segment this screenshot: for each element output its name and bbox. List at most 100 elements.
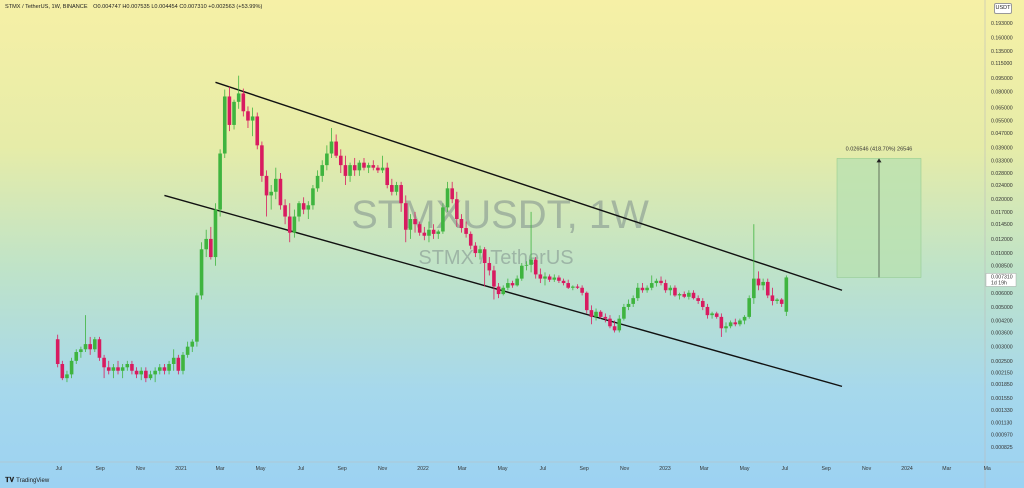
y-tick-label: 0.001850: [991, 382, 1013, 388]
candle-body: [566, 283, 570, 288]
candle-body: [130, 364, 134, 371]
candle-body: [752, 278, 756, 299]
candle-body: [482, 249, 487, 264]
candle-body: [524, 264, 529, 266]
candle-body: [673, 287, 677, 296]
candle-body: [696, 298, 700, 301]
x-tick-label: Nov: [378, 466, 388, 472]
x-tick-label: 2023: [659, 466, 671, 472]
candle-body: [255, 116, 260, 146]
candle-body: [362, 162, 366, 168]
candle-body: [88, 344, 92, 350]
candle-body: [617, 318, 622, 331]
candle-body: [547, 276, 552, 280]
candle-body: [515, 278, 519, 286]
y-tick-label: 0.006000: [991, 291, 1013, 297]
candle-body: [60, 364, 65, 379]
x-tick-label: May: [498, 466, 508, 472]
candle-body: [399, 185, 403, 204]
candle-body: [139, 370, 144, 375]
y-tick-label: 0.004200: [991, 319, 1013, 325]
candle-body: [710, 313, 714, 316]
tradingview-logo[interactable]: 𝐓𝐕 TradingView: [5, 477, 49, 485]
candle-body: [306, 205, 311, 210]
tradingview-logo-text: TradingView: [16, 478, 50, 484]
candle-body: [779, 299, 784, 304]
candle-body: [357, 162, 362, 171]
y-tick-label: 0.033000: [991, 158, 1013, 164]
candle-body: [719, 316, 724, 329]
candle-body: [320, 165, 325, 176]
symbol-info: STMX / TetherUS, 1W, BINANCE: [5, 4, 88, 10]
candle-body: [756, 278, 761, 286]
y-tick-label: 0.005000: [991, 305, 1013, 311]
candle-body: [636, 287, 640, 299]
x-tick-label: Sep: [95, 466, 104, 472]
candle-body: [728, 322, 733, 327]
candle-body: [241, 93, 246, 112]
candle-body: [199, 249, 204, 296]
y-tick-label: 0.020000: [991, 197, 1013, 203]
candle-body: [232, 101, 236, 125]
x-tick-label: Ma: [984, 466, 991, 472]
y-tick-label: 0.065000: [991, 106, 1013, 112]
candle-body: [510, 283, 515, 286]
x-tick-label: Nov: [862, 466, 872, 472]
price-tag-timer: 1d 19h: [991, 280, 1007, 286]
candle-body: [468, 233, 473, 246]
candle-body: [492, 270, 496, 287]
candle-body: [74, 352, 79, 361]
candle-body: [557, 277, 561, 281]
candle-body: [79, 349, 83, 353]
candle-body: [157, 367, 162, 371]
chart-title: STMX / TetherUS, 1W, BINANCE O0.004747 H…: [5, 4, 262, 10]
candle-body: [311, 188, 315, 206]
candle-body: [394, 185, 399, 192]
y-tick-label: 0.014500: [991, 222, 1013, 228]
candle-body: [580, 287, 584, 293]
candle-body: [436, 231, 441, 234]
candle-body: [195, 295, 199, 342]
candle-body: [603, 316, 608, 319]
measure-label: 0.026546 (418.70%) 26546: [846, 146, 913, 152]
candle-body: [134, 370, 139, 375]
y-tick-label: 0.000825: [991, 445, 1013, 451]
candle-body: [371, 165, 376, 168]
candle-body: [417, 224, 422, 233]
x-tick-label: Sep: [579, 466, 588, 472]
candle-body: [612, 326, 617, 331]
candle-body: [65, 374, 69, 379]
candle-body: [659, 280, 663, 284]
candle-body: [649, 283, 654, 288]
candle-body: [640, 287, 645, 291]
x-tick-label: Jul: [298, 466, 305, 472]
candle-body: [366, 165, 371, 168]
candle-body: [733, 322, 738, 325]
y-tick-label: 0.010000: [991, 251, 1013, 257]
candle-body: [260, 145, 264, 176]
x-tick-label: Jul: [540, 466, 547, 472]
candle-body: [738, 320, 742, 325]
candle-body: [543, 276, 547, 279]
candle-body: [478, 249, 482, 254]
candle-body: [413, 219, 417, 225]
x-tick-label: 2022: [417, 466, 429, 472]
candle-body: [204, 238, 208, 250]
x-tick-label: Jul: [782, 466, 789, 472]
candle-body: [445, 188, 450, 208]
price-tag-value: 0.007310: [991, 274, 1013, 280]
candle-body: [705, 306, 710, 316]
candle-body: [269, 191, 273, 196]
candle-body: [97, 339, 102, 358]
candle-body: [747, 298, 752, 317]
currency-badge[interactable]: USDT: [994, 3, 1012, 14]
candle-body: [301, 203, 306, 210]
candle-body: [185, 346, 190, 355]
x-tick-label: 2021: [175, 466, 187, 472]
watermark-symbol: STMXUSDT, 1W: [351, 193, 649, 237]
candle-body: [775, 299, 779, 301]
candle-body: [162, 367, 167, 371]
candle-body: [431, 229, 436, 234]
